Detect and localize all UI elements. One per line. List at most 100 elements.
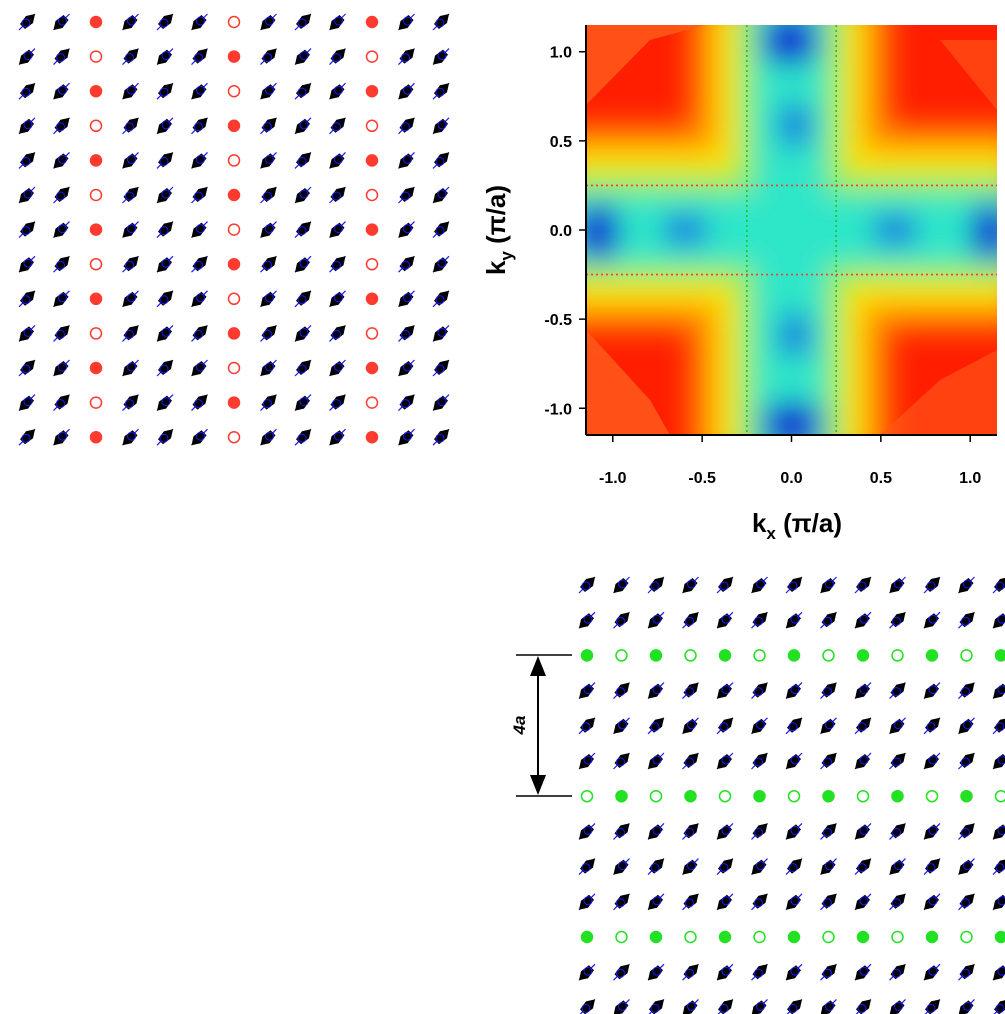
spin-arrow-icon	[432, 394, 450, 412]
spin-arrow-icon	[647, 717, 665, 735]
hole-site	[649, 930, 663, 944]
spin-arrow-icon	[923, 576, 941, 594]
spin-arrow-icon	[854, 998, 872, 1014]
hole-site	[925, 649, 939, 662]
spin-arrow-icon	[294, 117, 312, 135]
spin-arrow-icon	[923, 752, 941, 770]
spin-arrow-icon	[432, 324, 450, 342]
spin-arrow-icon	[156, 290, 174, 308]
spin-arrow-icon	[785, 822, 803, 841]
hole-site	[615, 930, 628, 944]
spin-arrow-icon	[957, 822, 976, 841]
spin-arrow-icon	[259, 82, 278, 100]
spin-arrow-icon	[156, 394, 174, 412]
spin-arrow-icon	[156, 117, 174, 135]
hole-site	[787, 930, 801, 944]
spin-arrow-icon	[328, 151, 347, 169]
spin-arrow-icon	[190, 186, 209, 204]
spin-arrow-icon	[716, 717, 734, 735]
hole-site	[925, 789, 939, 803]
spin-arrow-icon	[432, 221, 450, 239]
spin-arrow-icon	[294, 13, 312, 31]
spin-arrow-icon	[156, 186, 174, 204]
spin-arrow-icon	[328, 186, 347, 204]
spin-arrow-icon	[578, 822, 596, 841]
spin-arrow-icon	[259, 359, 278, 377]
spin-arrow-icon	[785, 611, 803, 629]
hole-site	[580, 930, 594, 944]
hole-site	[89, 50, 103, 63]
spin-arrow-icon	[328, 13, 347, 31]
spin-arrow-icon	[52, 255, 71, 273]
spin-arrow-icon	[156, 428, 174, 446]
hole-site	[365, 292, 379, 306]
hole-site	[227, 154, 241, 167]
spin-arrow-icon	[259, 394, 278, 412]
spin-arrow-icon	[397, 47, 416, 66]
spin-arrow-icon	[923, 963, 941, 981]
spin-arrow-icon	[992, 893, 1005, 911]
map-intensity-area	[586, 25, 997, 435]
hole-site	[365, 361, 379, 375]
hole-site	[227, 430, 241, 444]
spin-arrow-icon	[397, 428, 416, 446]
spin-arrow-icon	[578, 893, 596, 911]
spin-arrow-icon	[992, 857, 1005, 876]
spin-arrow-icon	[190, 255, 209, 273]
spin-arrow-icon	[397, 255, 416, 273]
spin-arrow-icon	[785, 857, 803, 876]
spin-arrow-icon	[681, 681, 700, 700]
spin-arrow-icon	[18, 428, 36, 446]
spin-arrow-icon	[992, 998, 1005, 1014]
vertical-stripe-lattice	[18, 13, 450, 446]
spin-arrow-icon	[681, 611, 700, 629]
x-axis-label: kx (π/a)	[752, 508, 842, 543]
spin-arrow-icon	[647, 857, 665, 876]
spin-arrow-icon	[647, 822, 665, 841]
spin-arrow-icon	[647, 611, 665, 629]
spin-arrow-icon	[294, 255, 312, 273]
spin-arrow-icon	[294, 151, 312, 169]
spin-arrow-icon	[328, 324, 347, 342]
spin-arrow-icon	[612, 857, 631, 876]
hole-site	[365, 257, 379, 271]
spin-arrow-icon	[923, 822, 941, 841]
spin-arrow-icon	[52, 359, 71, 377]
spin-arrow-icon	[716, 963, 734, 981]
hole-site	[856, 789, 870, 803]
spin-arrow-icon	[432, 186, 450, 204]
spin-arrow-icon	[888, 681, 907, 700]
spin-arrow-icon	[957, 857, 976, 876]
hole-site	[960, 789, 973, 803]
y-axis-label: ky (π/a)	[481, 185, 516, 275]
arrow-down-icon	[530, 775, 546, 795]
spin-arrow-icon	[156, 324, 174, 342]
spin-arrow-icon	[328, 394, 347, 412]
hole-site	[365, 15, 379, 29]
spin-arrow-icon	[52, 82, 71, 100]
spin-arrow-icon	[854, 963, 872, 981]
spin-arrow-icon	[190, 359, 209, 377]
spin-arrow-icon	[156, 47, 174, 66]
spin-arrow-icon	[992, 717, 1005, 735]
spin-arrow-icon	[785, 681, 803, 700]
spin-arrow-icon	[819, 822, 838, 841]
spin-arrow-icon	[294, 82, 312, 100]
spin-arrow-icon	[121, 428, 140, 446]
spin-arrow-icon	[957, 963, 976, 981]
spin-arrow-icon	[18, 324, 36, 342]
spin-arrow-icon	[923, 998, 941, 1014]
spin-arrow-icon	[612, 681, 631, 700]
spin-arrow-icon	[750, 611, 769, 629]
spin-arrow-icon	[819, 717, 838, 735]
spin-arrow-icon	[432, 359, 450, 377]
hole-site	[649, 649, 663, 662]
spin-arrow-icon	[785, 893, 803, 911]
spin-arrow-icon	[750, 857, 769, 876]
spin-arrow-icon	[397, 394, 416, 412]
spin-arrow-icon	[18, 221, 36, 239]
spin-arrow-icon	[888, 752, 907, 770]
hole-site	[960, 930, 973, 944]
spin-arrow-icon	[888, 576, 907, 594]
hole-site	[580, 649, 594, 662]
